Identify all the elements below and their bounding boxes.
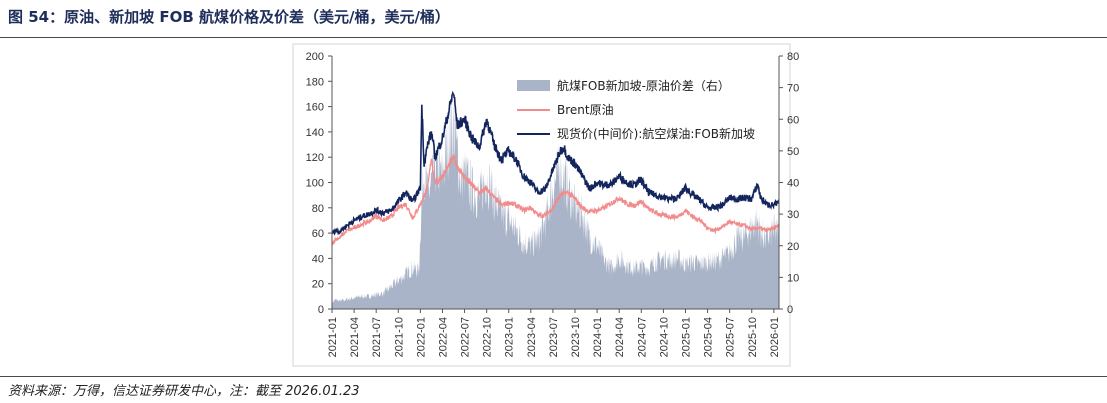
price-lines-layer xyxy=(331,90,780,246)
left-tick-label: 120 xyxy=(306,152,324,164)
right-tick-label: 0 xyxy=(787,304,793,316)
left-tick-label: 180 xyxy=(306,76,324,88)
x-tick-label: 2022-04 xyxy=(437,317,449,357)
x-tick-label: 2023-07 xyxy=(548,317,560,357)
x-tick-label: 2025-10 xyxy=(747,317,759,357)
x-tick-label: 2021-04 xyxy=(349,317,361,357)
x-tick-label: 2024-01 xyxy=(592,317,604,357)
legend-label: Brent原油 xyxy=(557,103,614,117)
left-tick-label: 200 xyxy=(306,51,324,63)
left-tick-label: 140 xyxy=(306,127,324,139)
x-tick-label: 2021-10 xyxy=(393,317,405,357)
source-rule xyxy=(0,376,1107,377)
series-jet-fuel-line xyxy=(331,90,780,236)
x-tick-label: 2026-01 xyxy=(769,317,781,357)
plot-frame xyxy=(292,43,791,367)
right-tick-label: 20 xyxy=(787,241,799,253)
right-tick-label: 30 xyxy=(787,209,799,221)
series-brent-line xyxy=(331,154,780,246)
x-tick-label: 2021-07 xyxy=(371,317,383,357)
right-tick-label: 60 xyxy=(787,114,799,126)
right-tick-label: 70 xyxy=(787,83,799,95)
x-tick-label: 2022-07 xyxy=(460,317,472,357)
left-tick-label: 60 xyxy=(312,228,324,240)
legend-label: 航煤FOB新加坡-原油价差（右） xyxy=(557,78,730,93)
legend: 航煤FOB新加坡-原油价差（右） Brent原油现货价(中间价):航空煤油:FOB… xyxy=(517,78,755,141)
x-tick-label: 2022-10 xyxy=(482,317,494,357)
left-tick-label: 160 xyxy=(306,102,324,114)
legend-label: 现货价(中间价):航空煤油:FOB新加坡 xyxy=(557,126,755,141)
source-note: 资料来源：万得，信达证券研发中心，注：截至 2026.01.23 xyxy=(8,384,360,399)
title-rule xyxy=(0,37,1107,38)
figure-title: 图 54：原油、新加坡 FOB 航煤价格及价差（美元/桶，美元/桶） xyxy=(8,8,450,26)
x-tick-label: 2024-10 xyxy=(658,317,670,357)
x-tick-label: 2025-07 xyxy=(725,317,737,357)
left-tick-label: 80 xyxy=(312,203,324,215)
x-tick-label: 2025-04 xyxy=(703,317,715,357)
x-tick-label: 2023-01 xyxy=(504,317,516,357)
right-tick-label: 80 xyxy=(787,51,799,63)
x-tick-label: 2022-01 xyxy=(415,317,427,357)
left-tick-label: 40 xyxy=(312,253,324,265)
left-tick-label: 100 xyxy=(306,178,324,190)
right-tick-label: 10 xyxy=(787,272,799,284)
x-tick-label: 2024-04 xyxy=(614,317,626,357)
x-tick-label: 2023-10 xyxy=(570,317,582,357)
right-tick-label: 40 xyxy=(787,178,799,190)
x-tick-label: 2021-01 xyxy=(327,317,339,357)
axes-layer: 0 20 40 60 80 100 120 140 160 180 200 0 10 20 30 40 50 60… xyxy=(306,51,800,357)
right-tick-label: 50 xyxy=(787,146,799,158)
x-tick-label: 2024-07 xyxy=(636,317,648,357)
chart-outer-frame xyxy=(292,43,791,367)
x-tick-label: 2025-01 xyxy=(680,317,692,357)
x-tick-label: 2023-04 xyxy=(526,317,538,357)
legend-swatch-spread xyxy=(517,80,550,91)
left-tick-label: 20 xyxy=(312,279,324,291)
left-tick-label: 0 xyxy=(318,304,324,316)
